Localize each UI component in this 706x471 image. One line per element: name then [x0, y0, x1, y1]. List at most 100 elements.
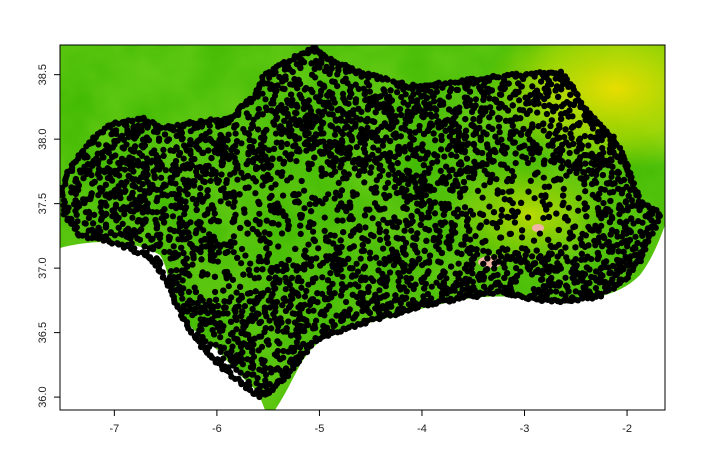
occurrence-point	[409, 297, 417, 304]
occurrence-point	[338, 243, 345, 251]
occurrence-point	[440, 174, 447, 181]
occurrence-point	[560, 185, 567, 192]
occurrence-point	[538, 78, 545, 85]
occurrence-point	[412, 129, 419, 136]
occurrence-point	[332, 168, 339, 175]
occurrence-point	[95, 165, 103, 172]
occurrence-point	[231, 169, 238, 176]
occurrence-point	[622, 199, 629, 206]
occurrence-point	[635, 218, 642, 225]
occurrence-point	[241, 206, 248, 213]
occurrence-point	[620, 248, 627, 255]
occurrence-point	[437, 123, 445, 130]
occurrence-point	[351, 313, 358, 320]
occurrence-point	[333, 262, 341, 269]
occurrence-point	[428, 113, 435, 120]
occurrence-point	[572, 288, 579, 295]
occurrence-point	[338, 149, 345, 156]
occurrence-point	[572, 244, 579, 251]
occurrence-point	[275, 243, 282, 250]
occurrence-point	[477, 86, 484, 93]
occurrence-point	[203, 163, 210, 170]
occurrence-point	[192, 288, 199, 296]
occurrence-point	[609, 215, 616, 222]
occurrence-point	[247, 260, 254, 267]
occurrence-point	[379, 270, 386, 277]
occurrence-point	[181, 211, 188, 218]
occurrence-point	[601, 259, 608, 266]
occurrence-point	[563, 139, 570, 146]
occurrence-point	[326, 138, 333, 146]
occurrence-point	[506, 197, 513, 204]
occurrence-point	[316, 98, 324, 105]
occurrence-point	[129, 214, 136, 221]
occurrence-point	[245, 331, 252, 338]
occurrence-point	[272, 274, 279, 281]
occurrence-point	[355, 283, 362, 290]
occurrence-point	[259, 111, 266, 118]
occurrence-point	[265, 341, 272, 348]
occurrence-point	[338, 287, 346, 294]
occurrence-point	[371, 118, 378, 125]
occurrence-point	[507, 255, 514, 263]
occurrence-point	[227, 318, 235, 325]
occurrence-point	[196, 224, 203, 231]
occurrence-point	[548, 117, 555, 124]
occurrence-point	[631, 245, 638, 252]
occurrence-point	[575, 137, 583, 144]
occurrence-point	[431, 199, 439, 206]
occurrence-point	[348, 117, 355, 125]
occurrence-point	[262, 377, 269, 384]
occurrence-point	[292, 142, 299, 149]
occurrence-point	[357, 277, 364, 284]
occurrence-point	[417, 107, 424, 114]
occurrence-point	[234, 254, 241, 261]
occurrence-point	[613, 242, 621, 249]
occurrence-point	[547, 122, 554, 130]
occurrence-point	[628, 215, 635, 222]
occurrence-point	[613, 228, 620, 236]
occurrence-point	[320, 323, 327, 330]
occurrence-point	[581, 133, 589, 140]
occurrence-point	[612, 152, 619, 159]
occurrence-point	[513, 115, 520, 122]
occurrence-point	[244, 230, 251, 237]
occurrence-point	[297, 344, 304, 351]
points-layer	[60, 45, 663, 401]
occurrence-point	[263, 217, 270, 224]
occurrence-point	[331, 195, 338, 202]
occurrence-point	[521, 142, 528, 149]
occurrence-point	[470, 284, 477, 291]
occurrence-point	[556, 146, 563, 153]
occurrence-point	[241, 303, 248, 310]
occurrence-point	[119, 231, 126, 238]
occurrence-point	[377, 236, 384, 243]
occurrence-point	[301, 100, 308, 107]
occurrence-point	[125, 229, 132, 236]
occurrence-point	[245, 149, 252, 156]
occurrence-point	[453, 153, 460, 160]
occurrence-point	[238, 245, 246, 253]
occurrence-point	[307, 119, 314, 126]
occurrence-point	[268, 220, 275, 227]
occurrence-point	[268, 325, 275, 332]
occurrence-point	[303, 261, 310, 268]
occurrence-point	[624, 243, 631, 250]
occurrence-point	[175, 191, 182, 198]
occurrence-point	[615, 175, 622, 182]
occurrence-point	[191, 309, 199, 317]
occurrence-point	[533, 148, 540, 155]
occurrence-point	[421, 274, 428, 281]
occurrence-point	[83, 170, 90, 178]
occurrence-point	[340, 229, 347, 236]
occurrence-point	[501, 274, 508, 281]
occurrence-point	[607, 208, 614, 215]
occurrence-point	[329, 78, 336, 85]
occurrence-point	[502, 247, 509, 254]
occurrence-point	[482, 237, 489, 245]
occurrence-point	[208, 305, 215, 312]
occurrence-point	[245, 130, 252, 137]
occurrence-point	[386, 269, 394, 276]
occurrence-point	[160, 152, 167, 159]
occurrence-point	[408, 94, 415, 101]
